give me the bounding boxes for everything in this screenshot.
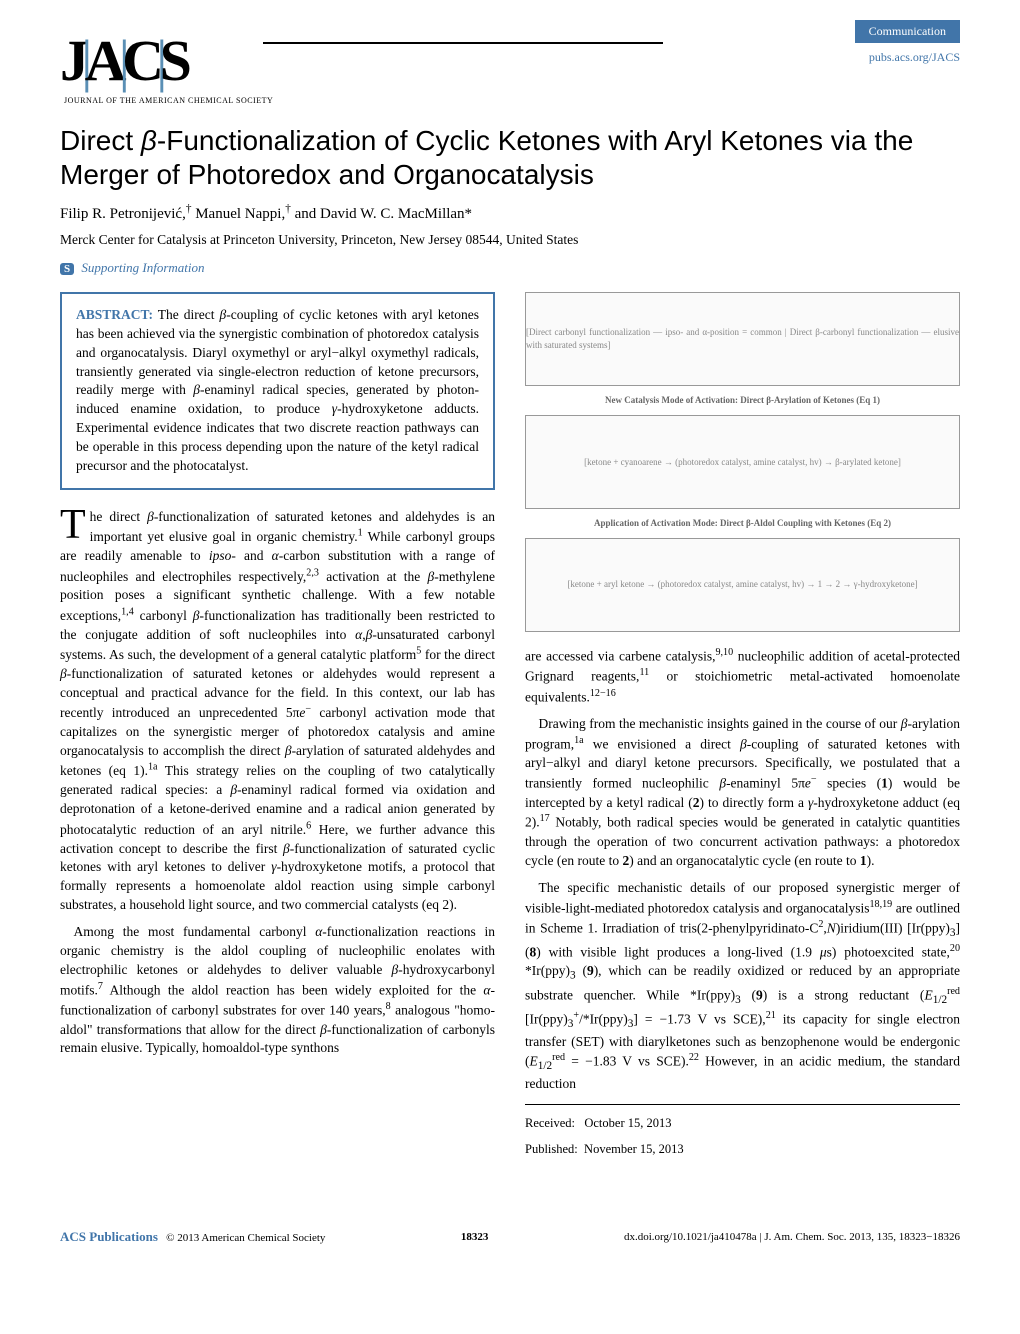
doi-citation: dx.doi.org/10.1021/ja410478a | J. Am. Ch… [624,1230,960,1245]
page-number: 18323 [461,1230,489,1245]
left-column: ABSTRACT: The direct β-coupling of cycli… [60,292,495,1158]
horizontal-rule [525,1104,960,1105]
scheme-panel-2: [ketone + cyanoarene → (photoredox catal… [525,415,960,509]
body-paragraph-5: The specific mechanistic details of our … [525,879,960,1095]
article-title: Direct β-Functionalization of Cyclic Ket… [60,124,960,191]
scheme-panel-3: [ketone + aryl ketone → (photoredox cata… [525,538,960,632]
published-date: Published: November 15, 2013 [525,1141,960,1159]
supporting-information-link[interactable]: S Supporting Information [60,259,960,277]
right-column: [Direct carbonyl functionalization — ips… [525,292,960,1158]
journal-initials: J|A|C|S [60,20,273,101]
affiliation: Merck Center for Catalysis at Princeton … [60,231,960,250]
page-footer: ACS Publications © 2013 American Chemica… [0,1228,1020,1258]
article-type-badge: Communication [855,20,960,43]
body-paragraph-4: Drawing from the mechanistic insights ga… [525,715,960,871]
journal-logo: J|A|C|S JOURNAL OF THE AMERICAN CHEMICAL… [60,20,663,106]
abstract-text: The direct β-coupling of cyclic ketones … [76,307,479,473]
journal-header: J|A|C|S JOURNAL OF THE AMERICAN CHEMICAL… [60,20,960,106]
abstract-box: ABSTRACT: The direct β-coupling of cycli… [60,292,495,490]
body-paragraph-3: are accessed via carbene catalysis,9,10 … [525,646,960,707]
journal-subtitle: JOURNAL OF THE AMERICAN CHEMICAL SOCIETY [64,95,273,106]
authors: Filip R. Petronijević,† Manuel Nappi,† a… [60,202,960,225]
body-paragraph-1: The direct β-functionalization of satura… [60,508,495,915]
header-rule [263,42,663,44]
scheme-caption-1: New Catalysis Mode of Activation: Direct… [525,394,960,407]
scheme-panel-1: [Direct carbonyl functionalization — ips… [525,292,960,386]
received-date: Received: October 15, 2013 [525,1115,960,1133]
reaction-scheme-figure: [Direct carbonyl functionalization — ips… [525,292,960,632]
scheme-caption-2: Application of Activation Mode: Direct β… [525,517,960,530]
si-badge-icon: S [60,263,74,275]
pubs-link[interactable]: pubs.acs.org/JACS [855,49,960,66]
copyright: © 2013 American Chemical Society [166,1232,325,1244]
dropcap: T [60,508,90,544]
body-paragraph-2: Among the most fundamental carbonyl α-fu… [60,923,495,1058]
abstract-label: ABSTRACT: [76,307,153,322]
publisher-logo: ACS Publications [60,1229,158,1244]
